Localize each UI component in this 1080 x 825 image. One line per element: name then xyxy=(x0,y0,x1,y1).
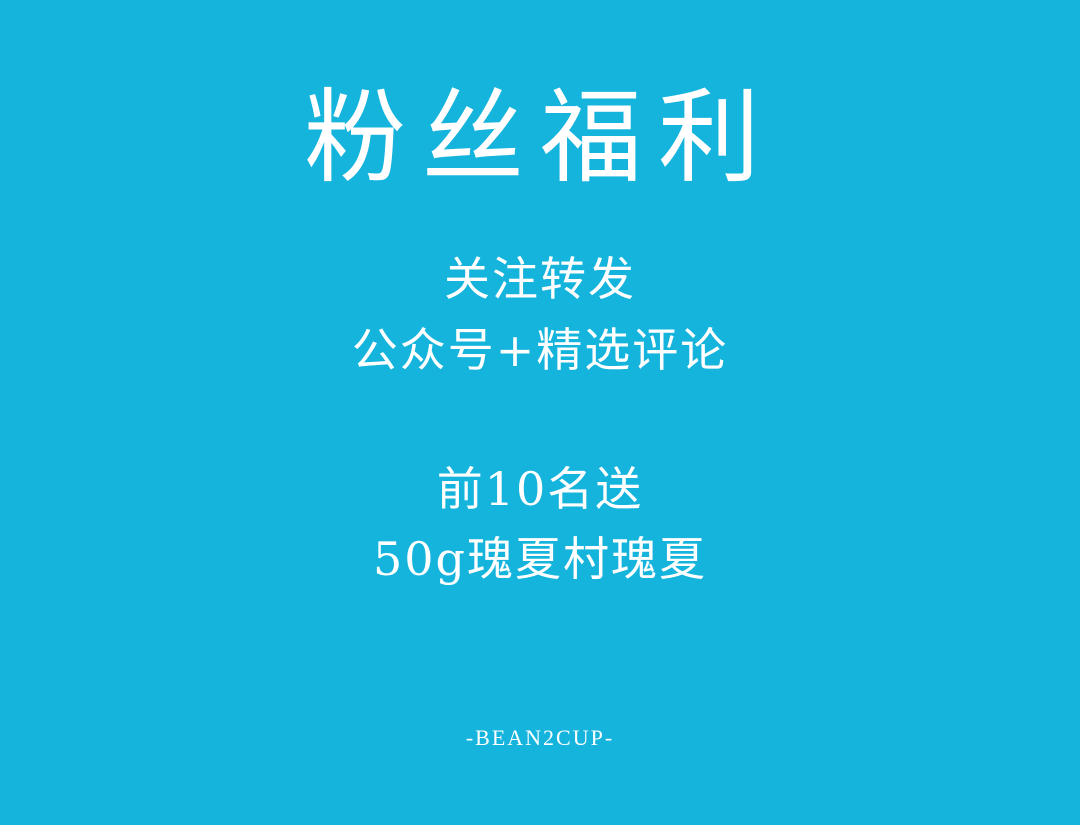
poster-title: 粉丝福利 xyxy=(304,79,776,198)
instruction-account-comment: 公众号+精选评论 xyxy=(351,323,729,377)
prize-winner-count: 前10名送 xyxy=(436,462,644,516)
prize-description: 50g瑰夏村瑰夏 xyxy=(373,532,707,586)
brand-footer: -BEAN2CUP- xyxy=(465,725,615,750)
instruction-follow-share: 关注转发 xyxy=(444,252,636,306)
